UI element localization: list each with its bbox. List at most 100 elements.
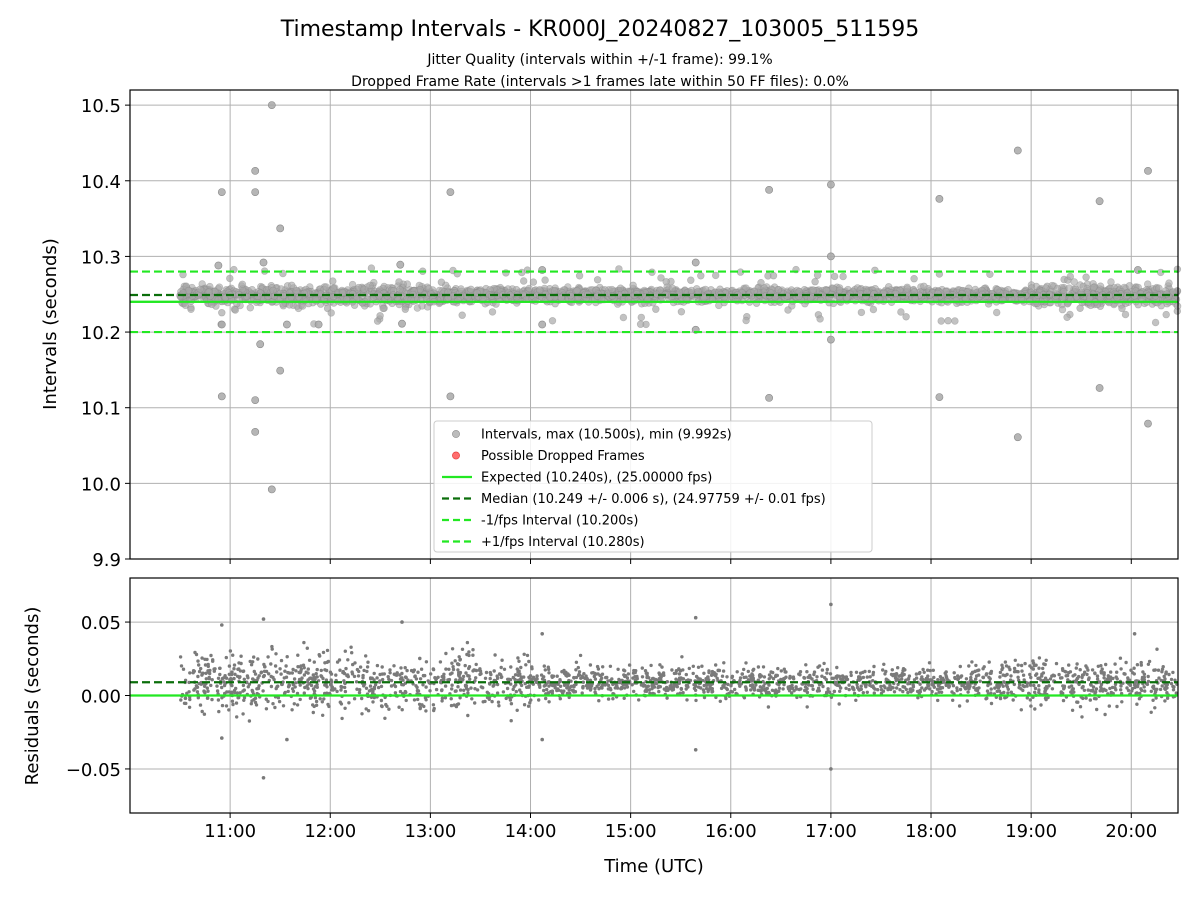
- residual-point: [1142, 685, 1146, 689]
- residual-point: [1140, 688, 1144, 693]
- residual-point: [193, 650, 197, 655]
- residual-point: [1054, 661, 1059, 666]
- residual-point: [977, 686, 981, 690]
- residual-point: [307, 658, 312, 662]
- residual-point: [854, 670, 859, 674]
- residual-point: [213, 667, 217, 671]
- residual-point: [896, 678, 900, 682]
- residual-point: [900, 677, 904, 681]
- residual-point: [183, 696, 188, 700]
- residual-point: [1142, 672, 1147, 676]
- residual-point: [509, 719, 513, 723]
- interval-point: [1155, 284, 1163, 292]
- residual-point: [389, 678, 394, 683]
- residual-point: [232, 663, 237, 667]
- residual-point: [692, 683, 696, 687]
- chart-title: Timestamp Intervals - KR000J_20240827_10…: [280, 17, 920, 42]
- residual-point: [1009, 674, 1013, 678]
- residual-point: [998, 696, 1003, 701]
- residual-point: [808, 673, 812, 678]
- residual-point: [865, 690, 869, 694]
- interval-point: [458, 311, 466, 319]
- residual-point: [751, 676, 755, 680]
- residual-point: [1107, 704, 1112, 708]
- interval-outlier-point: [1144, 166, 1152, 175]
- residual-point: [349, 645, 353, 649]
- residual-point: [209, 683, 213, 688]
- residual-point: [462, 688, 466, 692]
- residual-point: [965, 699, 969, 703]
- residual-point: [810, 684, 815, 688]
- residual-point: [371, 700, 375, 704]
- residual-point: [222, 680, 226, 684]
- residual-point: [1102, 672, 1106, 677]
- residual-point: [227, 664, 232, 668]
- residual-point: [1119, 684, 1123, 688]
- residual-point: [200, 709, 204, 714]
- residual-point: [627, 663, 632, 667]
- residual-point: [313, 677, 317, 681]
- residual-point: [261, 689, 265, 693]
- interval-outlier-point: [827, 252, 835, 261]
- residual-point: [666, 688, 670, 692]
- residual-point: [1154, 696, 1158, 700]
- residual-point: [752, 686, 757, 690]
- residual-point: [500, 658, 504, 662]
- residual-point: [211, 659, 215, 663]
- residual-point: [241, 683, 246, 688]
- residual-point: [964, 686, 969, 690]
- residual-point: [907, 674, 912, 678]
- residual-point: [763, 687, 768, 691]
- residual-point: [608, 664, 613, 668]
- chart-subtitle-2: Dropped Frame Rate (intervals >1 frames …: [351, 74, 849, 90]
- interval-point: [687, 276, 695, 284]
- residual-point: [657, 684, 661, 688]
- residual-point: [298, 670, 302, 675]
- interval-outlier-point: [765, 393, 773, 402]
- residual-point: [931, 668, 935, 672]
- residual-point: [1156, 668, 1161, 672]
- interval-point: [1048, 281, 1056, 290]
- residual-point: [810, 677, 814, 681]
- residual-point: [320, 674, 324, 679]
- residual-point: [249, 663, 254, 667]
- residual-point: [1013, 658, 1017, 662]
- residual-point: [1104, 688, 1108, 693]
- residual-point: [884, 669, 888, 674]
- residual-point: [334, 673, 338, 677]
- residual-point: [640, 675, 645, 679]
- residual-point: [708, 683, 713, 687]
- residual-point: [422, 704, 426, 709]
- residual-point: [218, 672, 222, 677]
- residual-point: [1135, 663, 1140, 667]
- residual-point: [379, 704, 384, 708]
- residual-point: [720, 674, 725, 678]
- residual-point: [761, 665, 766, 669]
- residual-point: [1070, 708, 1075, 712]
- interval-point: [835, 286, 844, 294]
- residual-point: [762, 675, 767, 679]
- residual-point: [291, 667, 295, 672]
- residual-point: [519, 676, 524, 680]
- residual-point: [950, 690, 954, 694]
- residual-point: [1050, 687, 1055, 691]
- residual-point: [357, 690, 362, 695]
- residual-point: [969, 675, 973, 680]
- residual-point: [1012, 666, 1017, 671]
- interval-point: [226, 274, 234, 283]
- residual-point: [926, 683, 930, 687]
- residual-point: [220, 703, 225, 708]
- interval-point: [757, 279, 765, 287]
- residual-point: [620, 685, 624, 689]
- residual-point: [453, 659, 457, 663]
- residual-point: [222, 683, 227, 688]
- interval-point: [529, 278, 538, 286]
- residual-point: [811, 687, 815, 691]
- residual-point: [286, 689, 290, 694]
- residual-point: [887, 686, 891, 690]
- residual-point: [565, 686, 569, 690]
- residual-point: [696, 665, 701, 669]
- residual-point: [507, 677, 511, 681]
- residual-point: [978, 679, 982, 683]
- residual-point: [388, 671, 392, 675]
